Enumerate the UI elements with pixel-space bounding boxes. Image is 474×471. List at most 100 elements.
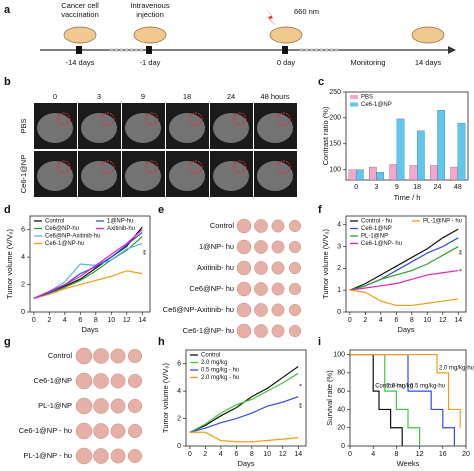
tumor xyxy=(271,303,285,317)
annotation: * xyxy=(299,383,306,386)
x-tick-label: 20 xyxy=(462,451,470,458)
x-tick-label: 8 xyxy=(394,451,398,458)
tumor xyxy=(127,448,143,464)
y-tick-label: 6 xyxy=(177,361,181,368)
y-tick-label: 200 xyxy=(329,115,341,122)
imaging-art xyxy=(34,103,297,197)
series-line xyxy=(189,431,299,443)
bar xyxy=(409,165,418,181)
panel-label: c xyxy=(318,76,324,88)
legend-label: Control xyxy=(45,219,64,225)
tumor xyxy=(236,323,252,339)
tumor xyxy=(288,240,302,254)
tumor xyxy=(271,282,285,296)
y-axis-label: Tumor volume (V/V₀) xyxy=(161,363,170,433)
row-label: Ce6-1@NP- hυ xyxy=(183,326,234,335)
column-label: 3 xyxy=(97,92,101,101)
legend-label: 2.0 mg/kg xyxy=(201,360,227,366)
x-tick-label: 10 xyxy=(107,317,115,324)
event-label: injection xyxy=(136,10,164,19)
mouse xyxy=(37,113,73,143)
x-tick-label: 12 xyxy=(123,317,131,324)
legend-label: PL-1@NP - hυ xyxy=(423,219,462,225)
x-tick-label: 8 xyxy=(94,317,98,324)
x-tick-label: 6 xyxy=(394,317,398,324)
panel-label: f xyxy=(318,204,322,216)
plot-frame xyxy=(349,349,467,447)
tumor xyxy=(93,448,109,464)
x-tick-label: 0 xyxy=(348,451,352,458)
annotation: * xyxy=(459,269,466,272)
column-label: 9 xyxy=(141,92,145,101)
row-label: Axitinib- hυ xyxy=(197,263,234,272)
x-tick-label: 6 xyxy=(78,317,82,324)
y-tick-label: 6 xyxy=(21,227,25,234)
bar xyxy=(356,169,364,181)
bar xyxy=(389,164,397,181)
x-tick-label: 8 xyxy=(410,317,414,324)
y-tick-label: 100 xyxy=(329,166,341,173)
tumor xyxy=(288,282,302,296)
y-axis-label: Tumor volume (V/V₀) xyxy=(5,229,14,299)
row-label: PBS xyxy=(19,118,28,133)
event-label: Intravenous xyxy=(130,1,169,10)
bar xyxy=(369,166,377,181)
legend-label: 0.5 mg/kg - hυ xyxy=(201,368,239,374)
tumor xyxy=(93,423,109,439)
panel-label: h xyxy=(158,336,165,348)
series-line xyxy=(349,289,459,307)
row-label: Ce6-1@NP xyxy=(19,155,28,193)
plot-frame xyxy=(345,91,469,181)
x-tick-label: 16 xyxy=(439,451,447,458)
roi xyxy=(57,112,71,126)
x-tick-label: 4 xyxy=(63,317,67,324)
tumor xyxy=(236,260,252,276)
mouse xyxy=(125,113,161,143)
tumor xyxy=(75,397,93,415)
x-tick-label: 12 xyxy=(279,451,287,458)
x-axis-label: Days xyxy=(397,325,414,334)
column-label: 18 xyxy=(183,92,191,101)
x-axis-label: Days xyxy=(81,325,98,334)
panel-label: e xyxy=(158,204,164,216)
row-label: Ce6-1@NP xyxy=(34,376,72,385)
timeline-art xyxy=(40,8,456,54)
legend-label: PL-1@NP xyxy=(361,234,388,240)
bar xyxy=(348,169,357,181)
monitoring-label: Monitoring xyxy=(350,58,385,67)
tumor xyxy=(271,219,285,233)
x-tick-label: 48 xyxy=(454,184,462,191)
roi xyxy=(233,112,247,126)
mouse xyxy=(37,161,73,191)
mouse xyxy=(257,161,293,191)
tumor xyxy=(254,324,268,338)
y-tick-label: 2 xyxy=(177,415,181,422)
row-label: Ce6-1@NP - hυ xyxy=(19,426,72,435)
tumor xyxy=(110,448,126,464)
legend-label: PBS xyxy=(361,95,373,101)
row-label: PL-1@NP xyxy=(38,401,72,410)
x-tick-label: 2 xyxy=(47,317,51,324)
bar xyxy=(457,122,466,181)
y-tick-label: 150 xyxy=(329,141,341,148)
roi xyxy=(145,112,159,126)
tumor xyxy=(110,423,126,439)
legend-label: Ce6@NP-hυ xyxy=(45,226,79,232)
tumor xyxy=(271,240,285,254)
y-tick-label: 80 xyxy=(337,370,345,377)
event-label: Cancer cell xyxy=(61,1,99,10)
tumor xyxy=(93,373,109,389)
event-time: -14 days xyxy=(66,58,95,67)
series-label: 0.5 mg/kg-hυ xyxy=(410,384,445,390)
end-label: 14 days xyxy=(415,58,442,67)
tumor xyxy=(110,348,126,364)
column-label: 0 xyxy=(53,92,57,101)
x-tick-label: 14 xyxy=(138,317,146,324)
mouse xyxy=(213,161,249,191)
roi xyxy=(57,160,71,174)
legend-label: Ce6-1@NP xyxy=(361,102,392,108)
x-axis-label: Time / h xyxy=(394,193,421,202)
bar xyxy=(450,166,458,181)
tumor xyxy=(75,347,93,365)
series-line xyxy=(33,270,143,299)
